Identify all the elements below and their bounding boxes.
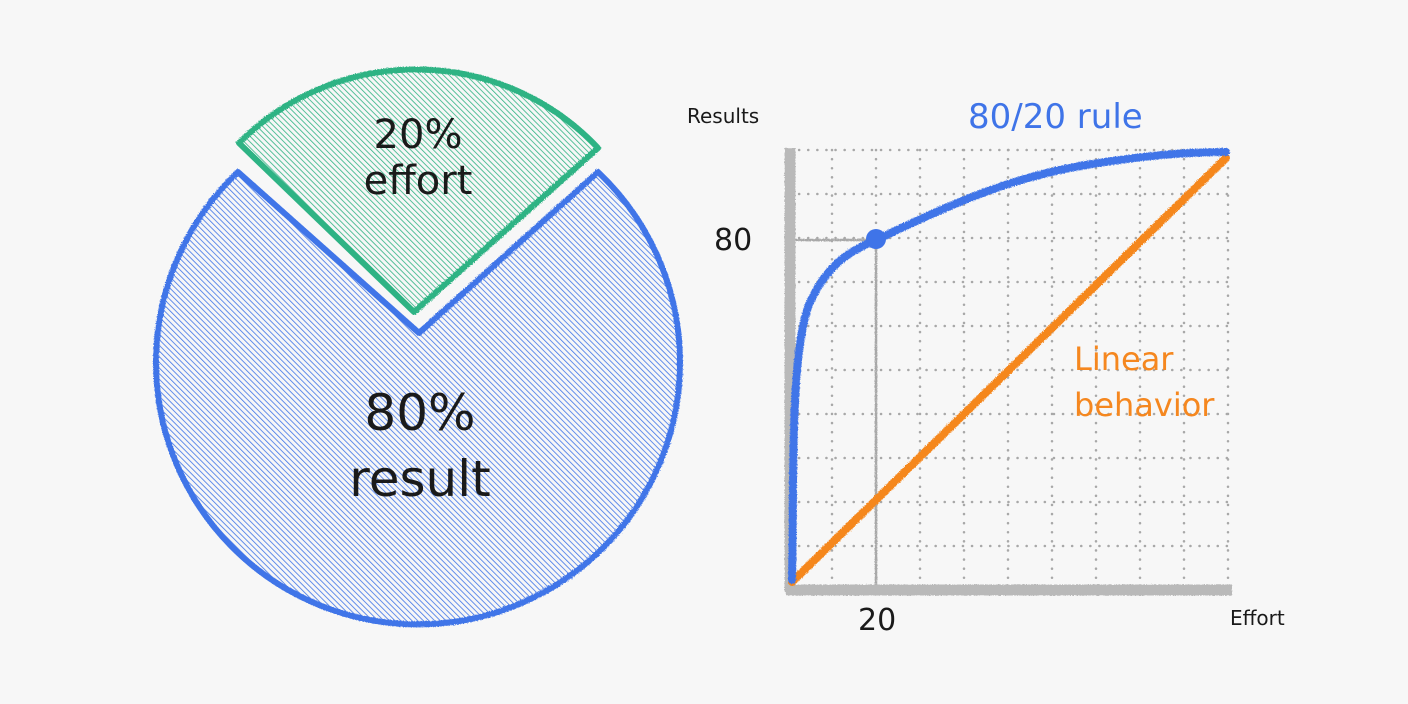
result-slice-label: 80% result xyxy=(300,380,540,512)
result-percent: 80% xyxy=(364,384,476,442)
y-tick-80: 80 xyxy=(714,223,753,258)
linear-label-line1: Linear xyxy=(1074,340,1174,378)
effort-slice-label: 20% effort xyxy=(318,112,518,204)
linear-behavior-label: Linear behavior xyxy=(1074,336,1214,428)
effort-text: effort xyxy=(363,158,473,204)
pareto-point-marker xyxy=(866,229,886,249)
pie-effort-slice xyxy=(236,66,601,315)
guide-lines xyxy=(792,238,878,590)
chart-title: 80/20 rule xyxy=(968,97,1143,137)
x-axis-label: Effort xyxy=(1230,606,1285,630)
linear-label-line2: behavior xyxy=(1074,386,1215,424)
y-axis-label: Results xyxy=(687,104,760,128)
pie-result-slice xyxy=(153,169,683,628)
effort-percent: 20% xyxy=(373,112,463,158)
result-text: result xyxy=(349,450,491,508)
linear-behavior-line xyxy=(788,154,1230,586)
x-tick-20: 20 xyxy=(858,603,897,638)
